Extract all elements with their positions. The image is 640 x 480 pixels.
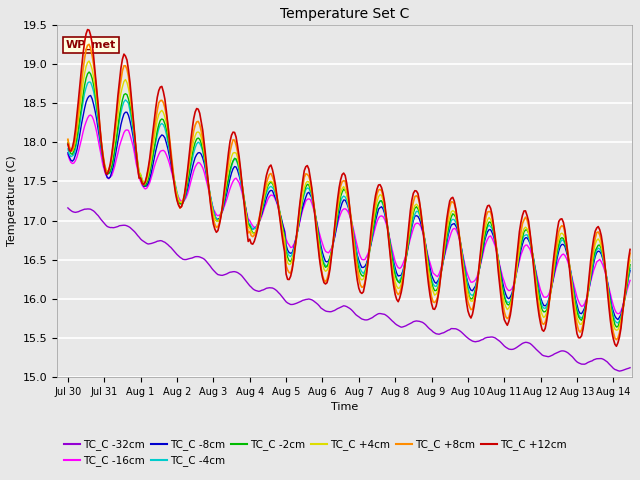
Legend: TC_C -32cm, TC_C -16cm, TC_C -8cm, TC_C -4cm, TC_C -2cm, TC_C +4cm, TC_C +8cm, T: TC_C -32cm, TC_C -16cm, TC_C -8cm, TC_C … — [60, 435, 571, 470]
X-axis label: Time: Time — [331, 402, 358, 412]
Text: WP_met: WP_met — [65, 40, 116, 50]
Y-axis label: Temperature (C): Temperature (C) — [7, 156, 17, 246]
Title: Temperature Set C: Temperature Set C — [280, 7, 409, 21]
